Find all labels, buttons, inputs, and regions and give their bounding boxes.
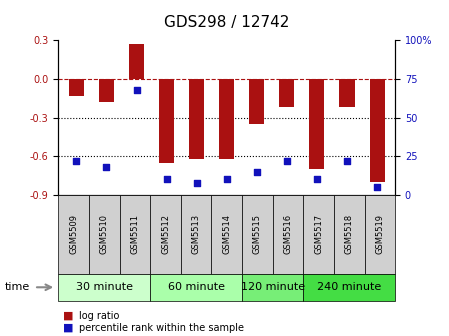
Bar	[309, 79, 325, 169]
Point	[103, 164, 110, 170]
Text: GSM5519: GSM5519	[375, 214, 384, 254]
Bar	[219, 79, 234, 159]
Text: 30 minute: 30 minute	[76, 282, 133, 292]
Point	[73, 158, 80, 164]
Point	[313, 177, 321, 182]
Point	[163, 177, 170, 182]
Text: GSM5511: GSM5511	[130, 214, 139, 254]
Text: GSM5512: GSM5512	[161, 214, 170, 254]
Text: GSM5515: GSM5515	[253, 214, 262, 254]
Bar	[69, 79, 84, 96]
Bar	[189, 79, 204, 159]
Text: GSM5513: GSM5513	[192, 214, 201, 254]
Point	[374, 184, 381, 190]
Text: 120 minute: 120 minute	[241, 282, 305, 292]
Text: GSM5517: GSM5517	[314, 214, 323, 254]
Text: GSM5514: GSM5514	[222, 214, 231, 254]
Text: GSM5518: GSM5518	[345, 214, 354, 254]
Bar	[159, 79, 174, 163]
Text: GDS298 / 12742: GDS298 / 12742	[164, 15, 290, 30]
Text: ■: ■	[63, 323, 73, 333]
Point	[253, 169, 260, 174]
Text: 240 minute: 240 minute	[317, 282, 381, 292]
Text: time: time	[4, 282, 30, 292]
Text: log ratio: log ratio	[79, 311, 119, 321]
Bar	[129, 44, 144, 79]
Point	[193, 180, 200, 185]
Bar	[99, 79, 114, 102]
Point	[283, 158, 291, 164]
Point	[343, 158, 351, 164]
Text: GSM5516: GSM5516	[283, 214, 292, 254]
Point	[223, 177, 230, 182]
Text: percentile rank within the sample: percentile rank within the sample	[79, 323, 243, 333]
Bar	[249, 79, 264, 124]
Bar	[370, 79, 385, 182]
Text: ■: ■	[63, 311, 73, 321]
Text: GSM5510: GSM5510	[100, 214, 109, 254]
Point	[133, 87, 140, 92]
Bar	[339, 79, 355, 107]
Text: 60 minute: 60 minute	[167, 282, 224, 292]
Text: GSM5509: GSM5509	[69, 214, 78, 254]
Bar	[279, 79, 295, 107]
